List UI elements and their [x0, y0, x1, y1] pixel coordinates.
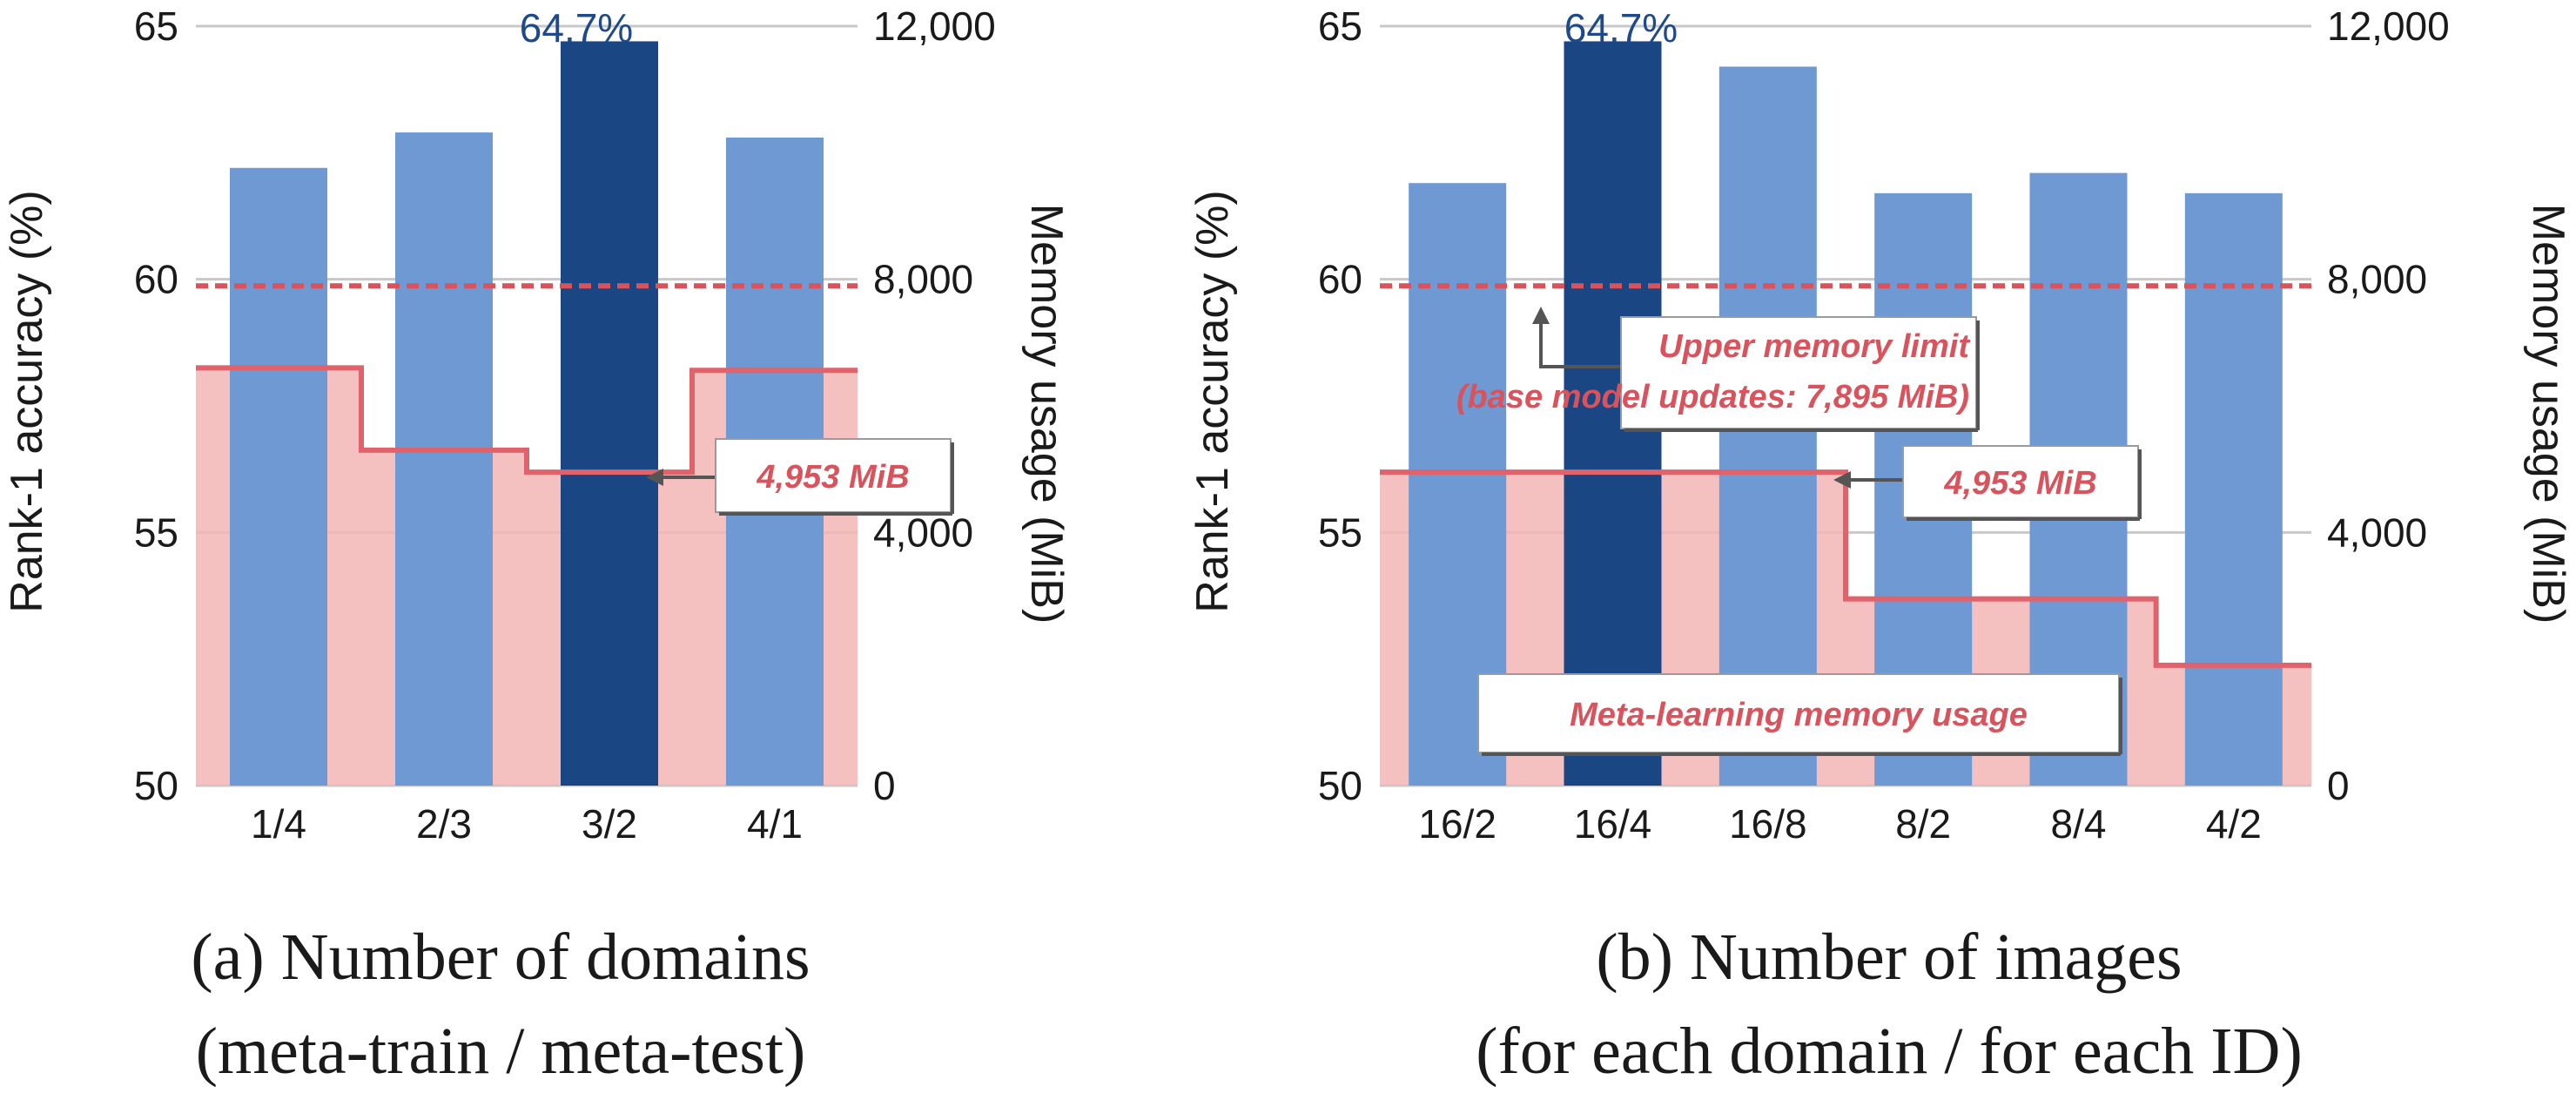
panel-b-annotation-series-text: Meta-learning memory usage: [1570, 697, 2028, 733]
panel-b-annotation-limit-box: [1620, 316, 1977, 429]
bar-4-2: [2184, 192, 2283, 786]
panel-b-annotation-series-box: [1477, 673, 2120, 753]
panel-a-right-axis-ticks: 0 4,000 8,000 12,000: [873, 3, 996, 808]
panel-b-annotation-memory-box: [1902, 445, 2139, 518]
panel-b-annotation-limit: Upper memory limit (base model updates: …: [1456, 307, 1980, 432]
panel-b-left-axis-title: Rank-1 accuracy (%): [1187, 190, 1238, 612]
panel-a-category-ticks: 1/4 2/3 3/2 4/1: [251, 801, 803, 847]
category-tick-label: 4/1: [747, 801, 803, 847]
panel-a-left-axis-ticks: 50 55 60 65: [134, 3, 178, 808]
category-tick-label: 16/8: [1729, 801, 1807, 847]
panel-a-peak-label: 64.7%: [520, 5, 633, 51]
panel-b-caption-line-1: (b) Number of images: [1596, 921, 2182, 994]
category-tick-label: 8/4: [2051, 801, 2107, 847]
panel-a-left-axis-title: Rank-1 accuracy (%): [2, 190, 52, 612]
right-axis-tick-label: 0: [873, 763, 896, 808]
panel-b-annotation-limit-detail: (base model updates: 7,895 MiB): [1456, 379, 1969, 415]
panel-a-caption-line-1: (a) Number of domains: [191, 921, 810, 994]
panel-b-peak-label: 64.7%: [1564, 5, 1678, 51]
panel-b-category-ticks: 16/2 16/4 16/8 8/2 8/4 4/2: [1418, 801, 2261, 847]
left-axis-tick-label: 50: [134, 763, 178, 808]
panel-b-left-axis-ticks: 50 55 60 65: [1318, 3, 1362, 808]
left-axis-tick-label: 55: [1318, 510, 1362, 555]
panel-b-annotation-memory-text: 4,953 MiB: [1943, 465, 2096, 502]
memory-usage-line: [196, 365, 858, 476]
category-tick-label: 2/3: [416, 801, 472, 847]
panel-a-annotation-memory: 4,953 MiB: [646, 438, 954, 516]
panel-b-annotation-limit-arrow: [1532, 307, 1621, 368]
panel-a-annotation-text: 4,953 MiB: [756, 459, 909, 496]
right-axis-tick-label: 4,000: [2327, 510, 2427, 555]
category-tick-label: 1/4: [251, 801, 306, 847]
panel-b-right-axis-title: Memory usage (MiB): [2523, 204, 2573, 624]
category-tick-label: 3/2: [582, 801, 637, 847]
category-tick-label: 16/4: [1574, 801, 1652, 847]
panel-b-memory-usage-line: [1380, 469, 2311, 668]
panel-a-right-axis-title: Memory usage (MiB): [1021, 204, 1072, 624]
right-axis-tick-label: 8,000: [873, 257, 973, 302]
left-axis-tick-label: 60: [134, 257, 178, 302]
category-tick-label: 4/2: [2206, 801, 2262, 847]
panel-b-annotation-memory: 4,953 MiB: [1833, 445, 2142, 521]
panel-b-annotation-series: Meta-learning memory usage: [1477, 673, 2122, 756]
left-axis-tick-label: 65: [1318, 3, 1362, 49]
memory-usage-line: [1380, 469, 2311, 668]
panel-a-caption-line-2: (meta-train / meta-test): [196, 1015, 806, 1088]
panel-b-right-axis-ticks: 0 4,000 8,000 12,000: [2327, 3, 2450, 808]
category-tick-label: 8/2: [1895, 801, 1951, 847]
panel-b-annotation-limit-title: Upper memory limit: [1658, 328, 1970, 365]
panel-b: 50 55 60 65 0 4,000 8,000 12,000 16/2 16/4 16/8 8…: [1187, 3, 2573, 1088]
category-tick-label: 16/2: [1418, 801, 1497, 847]
bar-3-2: [561, 41, 658, 786]
right-axis-tick-label: 12,000: [2327, 3, 2450, 49]
left-axis-tick-label: 55: [134, 510, 178, 555]
left-axis-tick-label: 65: [134, 3, 178, 49]
left-axis-tick-label: 60: [1318, 257, 1362, 302]
bar-2-3: [395, 132, 493, 786]
right-axis-tick-label: 8,000: [2327, 257, 2427, 302]
panel-a-annotation-box: [715, 438, 952, 513]
bar-1-4: [230, 167, 327, 786]
right-axis-tick-label: 12,000: [873, 3, 996, 49]
right-axis-tick-label: 0: [2327, 763, 2350, 808]
panel-a-bars: [230, 41, 824, 786]
panel-b-caption-line-2: (for each domain / for each ID): [1476, 1015, 2303, 1088]
panel-a-memory-usage-line: [196, 365, 858, 476]
left-axis-tick-label: 50: [1318, 763, 1362, 808]
right-axis-tick-label: 4,000: [873, 510, 973, 555]
